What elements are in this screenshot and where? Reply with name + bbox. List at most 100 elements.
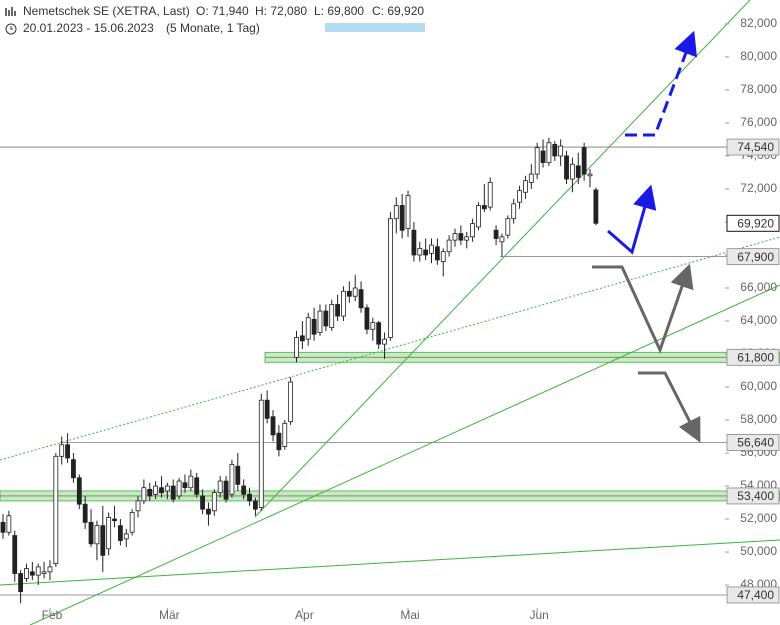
- candle-body: [382, 338, 387, 345]
- arrow: [607, 184, 657, 255]
- candle-body: [499, 236, 505, 243]
- candle-body: [100, 525, 106, 556]
- candle-body: [153, 485, 159, 495]
- levels: [0, 146, 780, 596]
- level-label-box: [726, 434, 780, 451]
- candle-body: [341, 290, 346, 317]
- candle-body: [282, 422, 288, 447]
- y-tick-label: 58,000: [740, 412, 777, 426]
- candle-body: [399, 205, 405, 231]
- candle-body: [270, 416, 276, 436]
- candles: [0, 137, 599, 604]
- candle-body: [147, 488, 153, 497]
- candle-body: [71, 459, 76, 479]
- candle-body: [311, 318, 317, 335]
- y-tick-label: 76,000: [740, 115, 777, 129]
- candle-body: [112, 518, 117, 522]
- candle-body: [47, 566, 53, 573]
- arrows: [592, 30, 701, 443]
- x-tick-label: Mär: [159, 608, 180, 622]
- candle-body: [59, 444, 65, 457]
- candle-body: [194, 477, 200, 495]
- candle-body: [575, 165, 581, 178]
- trend-line: [29, 284, 780, 625]
- candle-body: [417, 247, 423, 256]
- candle-body: [511, 203, 517, 220]
- candle-body: [129, 512, 135, 533]
- candle-body: [364, 307, 370, 330]
- candle-body: [164, 485, 170, 492]
- y-tick-label: 60,000: [740, 379, 777, 393]
- candle-body: [440, 251, 446, 262]
- candle-body: [587, 173, 593, 177]
- candle-body: [76, 477, 82, 505]
- candle-body: [458, 233, 464, 241]
- candle-body: [411, 229, 417, 256]
- level-label: 67,900: [737, 250, 774, 264]
- candle-body: [41, 571, 47, 574]
- candle-body: [564, 155, 569, 180]
- candle-body: [487, 181, 493, 208]
- candle-body: [241, 485, 247, 495]
- last-price-label: 69,920: [737, 216, 774, 230]
- level-label: 74,540: [737, 140, 774, 154]
- highlight: [325, 23, 425, 32]
- candle-body: [159, 487, 164, 494]
- candle-body: [82, 503, 88, 523]
- y-tick-label: 78,000: [740, 82, 777, 96]
- y-tick-label: 82,000: [740, 16, 777, 30]
- candle-body: [53, 455, 59, 565]
- candle-body: [517, 190, 522, 203]
- candle-body: [434, 246, 440, 261]
- candle-body: [217, 480, 223, 494]
- last-price-box: [726, 214, 780, 232]
- candle-body: [0, 521, 6, 533]
- clock-hand: [10, 26, 13, 30]
- y-tick-label: 52,000: [740, 511, 777, 525]
- arrow: [625, 30, 698, 137]
- ohlc: O: 71,940: [196, 4, 249, 18]
- trend-line: [254, 0, 751, 518]
- candle-body: [123, 533, 129, 540]
- level-label-box: [726, 248, 780, 266]
- candle-body: [534, 147, 540, 175]
- candle-body: [206, 508, 211, 515]
- candle-body: [352, 287, 358, 297]
- y-tick-label: 50,000: [740, 544, 777, 558]
- level-label-box: [726, 138, 780, 156]
- candle-body: [65, 444, 70, 459]
- candle-body: [200, 495, 205, 510]
- candle-body: [188, 475, 194, 489]
- candle-body: [317, 310, 323, 333]
- candle-body: [429, 244, 434, 254]
- candle-body: [358, 289, 364, 309]
- level-label-box: [726, 586, 780, 604]
- candle-body: [299, 335, 305, 342]
- candle-body: [505, 218, 511, 236]
- candle-body: [18, 573, 24, 593]
- candle-body: [106, 516, 112, 550]
- candle-body: [558, 145, 564, 157]
- candle-body: [223, 480, 229, 500]
- candle-body: [552, 144, 558, 157]
- icon: [5, 7, 16, 16]
- candle-body: [493, 229, 499, 239]
- y-tick-label: 72,000: [740, 181, 777, 195]
- candle-body: [569, 163, 575, 180]
- ohlc: L: 69,800: [314, 4, 364, 18]
- candle-body: [6, 515, 12, 533]
- candle-body: [294, 337, 299, 358]
- candle-body: [481, 205, 487, 210]
- clock-icon: [5, 23, 17, 35]
- candle-body: [12, 535, 18, 574]
- candle-body: [581, 147, 587, 175]
- candle-body: [288, 381, 294, 423]
- level-label: 56,640: [737, 436, 774, 450]
- candle-body: [176, 480, 182, 497]
- candle-body: [229, 464, 235, 495]
- level-label: 47,400: [737, 588, 774, 602]
- candle-body: [247, 493, 252, 502]
- candle-body: [540, 150, 546, 163]
- candle-body: [470, 223, 476, 238]
